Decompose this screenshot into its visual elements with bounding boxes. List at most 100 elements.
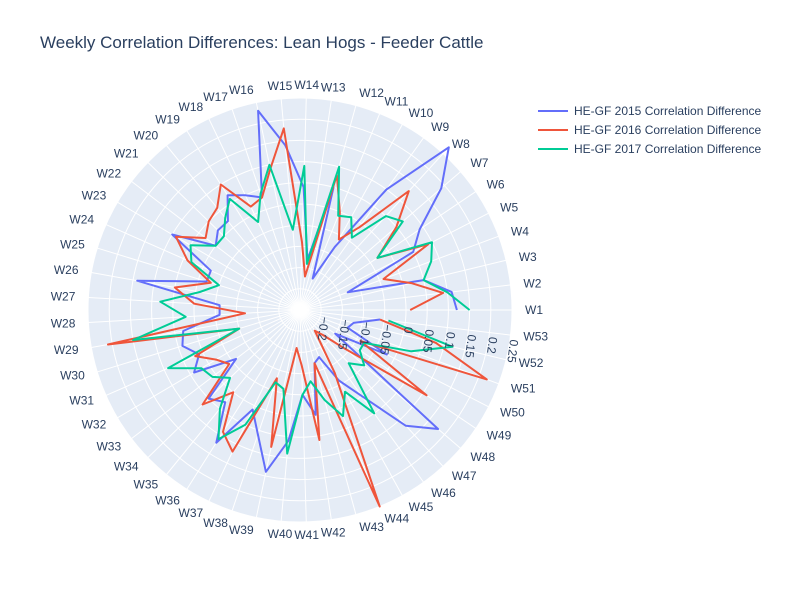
angular-gridline (299, 309, 507, 361)
legend-item-2[interactable]: HE-GF 2016 Correlation Difference (538, 120, 761, 139)
radial-tick-label: 0 (401, 326, 416, 335)
angular-tick-label: W21 (114, 146, 139, 160)
angular-tick-label: W11 (385, 94, 409, 108)
angular-tick-label: W29 (54, 343, 79, 357)
angular-gridline (299, 309, 511, 336)
axis-labels: W1W2W3W4W5W6W7W8W9W10W11W12W13W14W15W16W… (51, 78, 549, 542)
angular-tick-label: W51 (511, 381, 536, 395)
angular-tick-label: W8 (452, 137, 470, 151)
angular-tick-label: W34 (114, 460, 139, 474)
angular-gridline (299, 309, 381, 507)
angular-gridline (299, 98, 307, 311)
legend-label: HE-GF 2015 Correlation Difference (574, 103, 762, 118)
radial-tick-label: 0.1 (442, 331, 458, 350)
angular-tick-label: W47 (452, 469, 477, 483)
angular-tick-label: W49 (487, 429, 512, 443)
angular-tick-label: W1 (525, 303, 543, 317)
angular-tick-label: W40 (268, 527, 293, 541)
angular-tick-label: W19 (155, 113, 180, 127)
angular-tick-label: W52 (519, 356, 544, 370)
angular-tick-label: W6 (487, 177, 505, 191)
angular-tick-label: W43 (359, 520, 384, 534)
angular-gridline (97, 309, 301, 373)
angular-tick-label: W10 (409, 106, 434, 120)
angular-gridline (208, 118, 301, 311)
legend-item-3[interactable]: HE-GF 2017 Correlation Difference (538, 139, 761, 158)
angular-tick-label: W48 (470, 450, 495, 464)
polar-grid (87, 97, 513, 523)
radial-tick-label: −0.1 (357, 321, 374, 347)
angular-gridline (208, 309, 301, 502)
radial-tick-label: 0.05 (420, 329, 437, 354)
legend-swatch (538, 109, 568, 112)
angular-gridline (255, 309, 301, 518)
angular-tick-label: W50 (500, 406, 525, 420)
angular-gridline (299, 191, 477, 311)
legend-item-1[interactable]: HE-GF 2015 Correlation Difference (538, 101, 761, 120)
angular-tick-label: W35 (134, 478, 159, 492)
angular-tick-label: W12 (359, 86, 384, 100)
angular-tick-label: W31 (69, 394, 94, 408)
angular-gridline (117, 201, 301, 311)
angular-gridline (186, 309, 301, 490)
angular-tick-label: W46 (431, 486, 456, 500)
radial-tick-label: −0.2 (315, 316, 332, 342)
angular-tick-label: W45 (409, 500, 434, 514)
series-line-3 (132, 163, 471, 455)
angular-gridline (255, 102, 301, 311)
angular-gridline (166, 145, 301, 311)
angular-gridline (88, 309, 301, 324)
angular-gridline (147, 309, 301, 459)
angular-tick-label: W26 (54, 263, 79, 277)
angular-gridline (299, 284, 511, 311)
angular-tick-label: W9 (431, 120, 449, 134)
angular-tick-label: W39 (229, 523, 254, 537)
angular-tick-label: W24 (69, 212, 94, 226)
radial-tick-label: 0.25 (504, 339, 521, 364)
angular-gridline (299, 171, 461, 311)
angular-gridline (299, 309, 477, 429)
angular-tick-label: W38 (203, 516, 228, 530)
angular-gridline (105, 309, 301, 396)
angular-tick-label: W2 (523, 276, 541, 290)
legend: HE-GF 2015 Correlation Difference HE-GF 2… (538, 101, 761, 158)
angular-tick-label: W41 (294, 528, 319, 542)
angular-gridline (186, 130, 301, 311)
chart-title: Weekly Correlation Differences: Lean Hog… (40, 33, 484, 52)
angular-gridline (299, 309, 357, 515)
angular-gridline (299, 212, 489, 311)
angular-tick-label: W18 (179, 100, 204, 114)
radial-tick-label: −0.15 (335, 319, 353, 351)
angular-tick-label: W23 (82, 189, 107, 203)
angular-gridline (299, 259, 507, 311)
angular-gridline (97, 247, 301, 311)
angular-gridline (280, 309, 301, 522)
angular-tick-label: W30 (60, 369, 85, 383)
angular-tick-label: W32 (82, 417, 107, 431)
radial-tick-label: −0.05 (377, 324, 395, 356)
angular-gridline (117, 309, 301, 419)
angular-tick-label: W36 (155, 493, 180, 507)
angular-tick-label: W15 (268, 79, 293, 93)
angular-gridline (231, 309, 301, 511)
angular-gridline (299, 309, 307, 522)
angular-tick-label: W13 (321, 80, 346, 94)
angular-gridline (231, 109, 301, 311)
radial-tick-label: 0.2 (484, 336, 500, 355)
angular-gridline (299, 235, 499, 311)
angular-gridline (131, 309, 301, 440)
legend-swatch (538, 128, 568, 131)
angular-tick-label: W3 (519, 250, 537, 264)
angular-tick-label: W4 (511, 225, 529, 239)
legend-label: HE-GF 2017 Correlation Difference (574, 141, 762, 156)
legend-label: HE-GF 2016 Correlation Difference (574, 122, 762, 137)
angular-gridline (299, 137, 424, 311)
angular-tick-label: W37 (179, 506, 204, 520)
angular-tick-label: W20 (134, 128, 159, 142)
series-line-2 (107, 127, 488, 508)
angular-tick-label: W17 (203, 90, 228, 104)
angular-tick-label: W27 (51, 290, 76, 304)
angular-tick-label: W42 (321, 526, 346, 540)
